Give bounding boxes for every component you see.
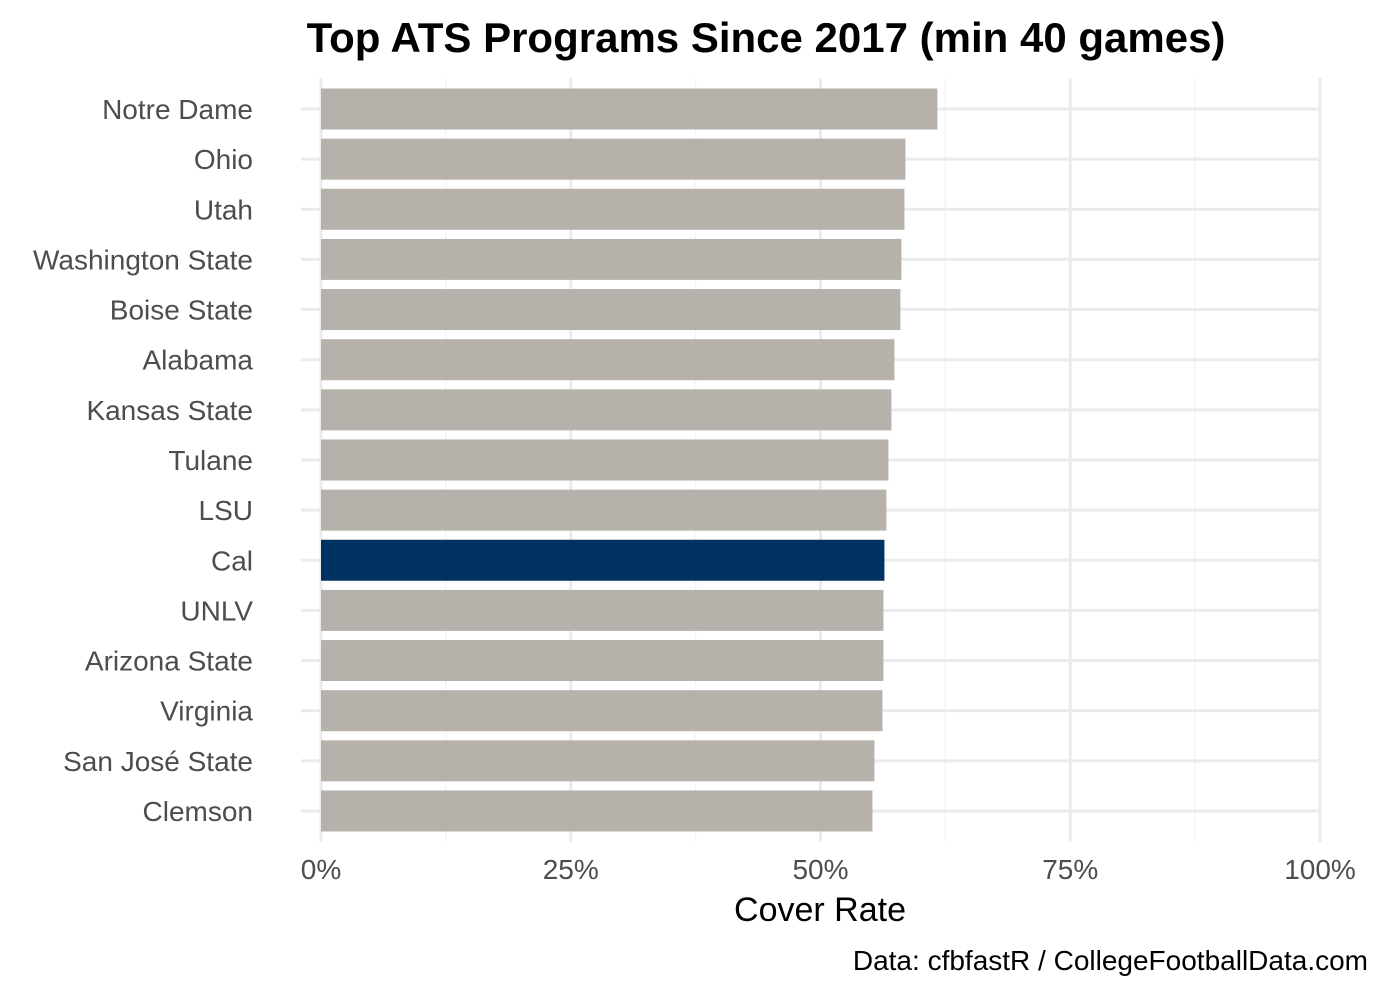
y-tick-label: UNLV [180, 595, 253, 626]
y-tick-label: Cal [211, 545, 253, 576]
chart-caption: Data: cfbfastR / CollegeFootballData.com [853, 945, 1368, 976]
bar-tulane [321, 439, 889, 481]
x-tick-label: 0% [301, 854, 341, 885]
y-tick-label: Clemson [143, 796, 253, 827]
bar-clemson [321, 790, 873, 832]
y-tick-label: Kansas State [86, 395, 253, 426]
bar-kansas-state [321, 389, 892, 431]
bar-unlv [321, 589, 884, 631]
x-tick-label: 50% [792, 854, 848, 885]
y-tick-label: Arizona State [85, 646, 253, 677]
y-tick-label: Tulane [168, 445, 253, 476]
y-tick-label: Notre Dame [102, 94, 253, 125]
bar-virginia [321, 690, 883, 732]
bar-utah [321, 188, 905, 230]
bar-washington-state [321, 238, 902, 280]
bar-san-jos-state [321, 740, 875, 782]
chart-title: Top ATS Programs Since 2017 (min 40 game… [307, 14, 1226, 61]
x-tick-label: 25% [543, 854, 599, 885]
y-tick-label: LSU [199, 495, 253, 526]
y-tick-label: Virginia [160, 696, 253, 727]
bar-arizona-state [321, 640, 884, 682]
bar-notre-dame [321, 88, 938, 130]
y-tick-label: Ohio [194, 144, 253, 175]
bar-boise-state [321, 289, 901, 331]
x-tick-labels: 0% 25% 50% 75% 100% [301, 854, 1356, 885]
x-tick-label: 100% [1284, 854, 1356, 885]
bar-layer [321, 88, 938, 832]
bar-cal [321, 539, 885, 581]
category-labels: Notre Dame Ohio Utah Washington State Boise … [33, 94, 253, 827]
y-tick-label: San José State [63, 746, 253, 777]
x-axis-title: Cover Rate [734, 891, 906, 929]
y-tick-label: Boise State [110, 295, 253, 326]
y-tick-label: Utah [194, 194, 253, 225]
y-tick-label: Alabama [142, 345, 253, 376]
bar-alabama [321, 339, 895, 381]
bar-ohio [321, 138, 906, 180]
x-tick-label: 75% [1042, 854, 1098, 885]
bar-lsu [321, 489, 887, 531]
y-tick-label: Washington State [33, 244, 253, 275]
